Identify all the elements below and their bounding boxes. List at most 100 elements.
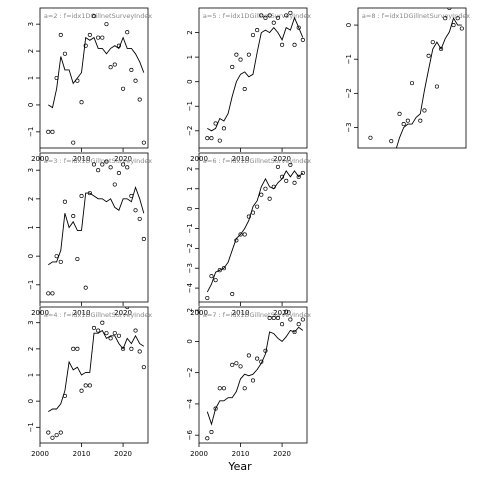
data-point [83, 43, 88, 48]
data-point [54, 75, 59, 81]
data-point [255, 28, 260, 33]
data-point [91, 14, 97, 19]
y-tick-label: −2 [345, 88, 353, 98]
data-point [275, 164, 280, 169]
y-tick-label: −4 [186, 398, 194, 409]
data-point [405, 118, 410, 123]
data-point [104, 159, 109, 164]
data-point [104, 22, 109, 27]
data-point [83, 285, 88, 290]
data-point [79, 193, 84, 199]
data-point [401, 122, 406, 127]
panel-a2: a=2 : f=idx1DGillnetSurveyIndex−10123200… [27, 7, 152, 163]
data-point [447, 8, 452, 11]
x-tick-label: 2010 [232, 155, 250, 163]
panel-title: a=6 : f=idx1DGillnetSurveyIndex [203, 157, 311, 165]
data-point [50, 291, 55, 296]
x-tick-label: 2010 [73, 450, 91, 458]
data-point [71, 213, 76, 219]
data-point [275, 15, 280, 20]
figure-x-axis-label: Year [227, 460, 252, 473]
panel-title: a=7 : f=idx1DGillnetSurveyIndex [203, 311, 311, 319]
y-tick-label: 2 [27, 197, 35, 201]
data-point [217, 268, 222, 273]
data-point [250, 210, 256, 215]
data-point [418, 118, 423, 123]
x-tick-label: 2020 [273, 450, 291, 458]
fitted-line [48, 185, 145, 266]
data-point [284, 13, 289, 18]
data-point [137, 97, 142, 102]
data-point [288, 317, 293, 322]
data-point [87, 191, 92, 196]
data-point [246, 214, 251, 219]
data-point [213, 121, 218, 126]
data-point [230, 292, 235, 297]
panel-frame [39, 306, 149, 444]
data-point [209, 274, 214, 279]
data-point [259, 13, 264, 18]
y-tick-label: 3 [27, 320, 35, 324]
data-point [129, 67, 134, 72]
data-point [296, 174, 301, 179]
data-point [108, 65, 113, 70]
panel-frame [39, 152, 149, 303]
data-point [116, 43, 121, 48]
data-point [292, 180, 297, 185]
fitted-line [207, 16, 304, 132]
data-point [125, 30, 130, 35]
data-point [91, 162, 97, 167]
y-tick-label: −3 [186, 263, 194, 273]
data-point [221, 266, 226, 271]
data-point [121, 162, 126, 167]
y-tick-label: −3 [345, 122, 353, 132]
data-point [234, 361, 239, 366]
data-point [263, 348, 268, 353]
data-point [217, 138, 222, 143]
data-point [213, 406, 218, 411]
data-point [58, 32, 63, 37]
data-point [58, 259, 63, 264]
data-point [137, 216, 142, 221]
data-point [271, 184, 276, 189]
data-point [230, 362, 235, 367]
data-point [108, 165, 113, 170]
data-point [242, 386, 247, 391]
y-tick-label: 1 [27, 76, 35, 80]
data-point [83, 383, 88, 388]
data-point [141, 365, 146, 370]
data-point [292, 329, 297, 335]
data-point [267, 196, 272, 201]
x-tick-label: 2010 [73, 155, 91, 163]
y-tick-label: −1 [27, 127, 35, 137]
panel-a7: a=7 : f=idx1DGillnetSurveyIndex −6 −4 −2 0 2 2… [186, 306, 311, 458]
y-tick-label: −1 [345, 54, 353, 64]
data-point [112, 331, 117, 336]
data-point [280, 42, 285, 47]
y-tick-label: 0 [186, 206, 194, 210]
y-tick-label: 1 [27, 373, 35, 377]
data-point [62, 199, 67, 204]
y-tick-label: 2 [27, 347, 35, 351]
data-point [439, 46, 444, 52]
data-point [271, 315, 276, 320]
panel-title: a=4 : f=idx1DGillnetSurveyIndex [44, 311, 152, 319]
data-point [100, 35, 105, 40]
data-point [263, 186, 268, 191]
data-point [455, 16, 460, 21]
data-point [75, 256, 80, 262]
data-point [238, 57, 243, 62]
y-tick-label: 3 [27, 22, 35, 26]
x-tick-label: 2020 [114, 309, 132, 317]
data-point [87, 383, 92, 388]
data-point [133, 208, 138, 213]
y-tick-label: −2 [186, 126, 194, 136]
y-tick-label: 3 [27, 168, 35, 172]
data-point [300, 170, 305, 175]
panel-frame [198, 7, 308, 149]
data-point [205, 295, 210, 301]
data-point [116, 171, 121, 176]
y-tick-label: −1 [186, 101, 194, 111]
fitted-line [206, 326, 304, 426]
data-point [96, 168, 101, 173]
